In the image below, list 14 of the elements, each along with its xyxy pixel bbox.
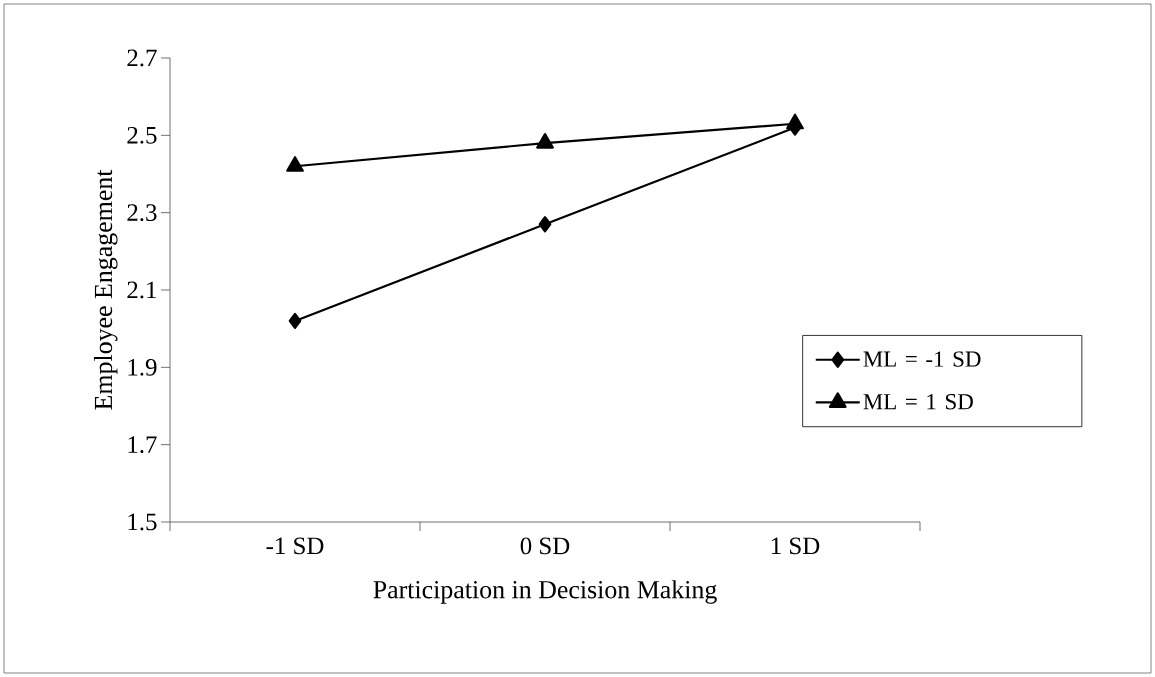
y-tick-label: 1.5 bbox=[128, 513, 157, 531]
x-tick-label: -1 SD bbox=[266, 537, 324, 555]
y-tick-label: 1.7 bbox=[128, 436, 157, 454]
legend-label: ML = 1 SD bbox=[863, 394, 973, 410]
y-tick-label: 2.1 bbox=[127, 281, 156, 299]
y-tick-label: 2.5 bbox=[127, 126, 157, 144]
y-axis-title: Employee Engagement bbox=[93, 169, 118, 410]
x-tick-label: 0 SD bbox=[520, 537, 570, 555]
x-axis-title: Participation in Decision Making bbox=[373, 580, 717, 604]
y-tick-label: 1.9 bbox=[128, 358, 157, 376]
y-tick-label: 2.7 bbox=[127, 49, 157, 67]
x-tick-label: 1 SD bbox=[771, 537, 820, 555]
legend-label: ML = -1 SD bbox=[863, 351, 981, 367]
y-tick-label: 2.3 bbox=[127, 204, 157, 222]
